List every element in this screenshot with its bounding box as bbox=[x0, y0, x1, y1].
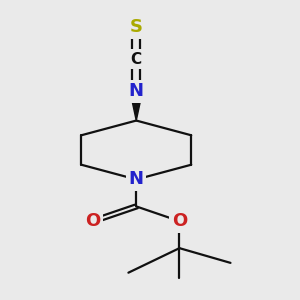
Text: O: O bbox=[85, 212, 101, 230]
Text: O: O bbox=[172, 212, 187, 230]
Text: C: C bbox=[131, 52, 142, 67]
Text: S: S bbox=[130, 18, 143, 36]
Text: N: N bbox=[129, 170, 144, 188]
Polygon shape bbox=[130, 91, 142, 121]
Text: N: N bbox=[129, 82, 144, 100]
